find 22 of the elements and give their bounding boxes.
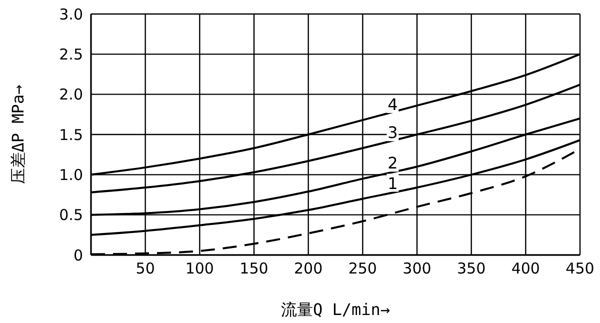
x-tick-label: 400 [511,260,540,278]
series-label: 3 [388,123,398,142]
y-tick-label: 3.0 [59,5,83,24]
x-tick-label: 200 [294,260,323,278]
series-label: 4 [388,95,398,114]
x-tick-label: 50 [136,260,155,278]
y-tick-label: 0.5 [59,206,83,224]
y-tick-label: 0 [73,246,83,264]
y-tick-label: 1.0 [59,166,83,184]
x-tick-label: 150 [240,260,268,278]
series-label: 2 [388,154,398,173]
series-label: 1 [388,174,398,193]
x-tick-label: 350 [457,260,486,278]
x-tick-label: 250 [348,260,377,278]
y-tick-label: 1.5 [59,126,83,144]
y-tick-label: 2.5 [59,45,83,64]
x-tick-label: 450 [566,260,594,278]
x-axis-title: 流量Q L/min→ [280,300,390,319]
x-tick-label: 100 [185,260,214,278]
y-tick-label: 2.0 [59,86,83,104]
y-axis-title: 压差ΔP MPa→ [8,84,28,184]
x-tick-label: 300 [402,260,432,278]
